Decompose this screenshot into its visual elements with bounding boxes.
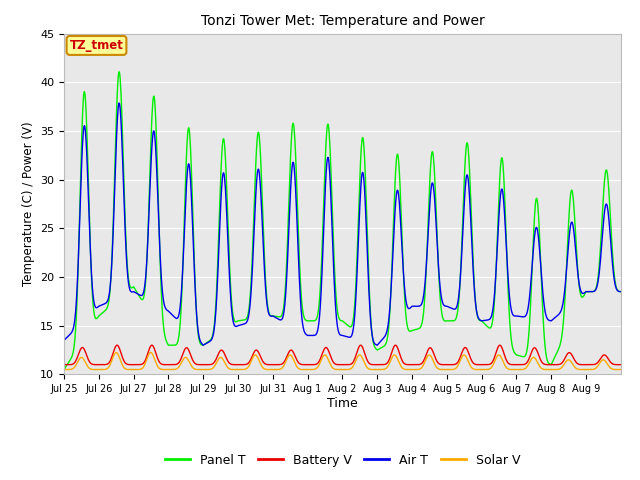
Panel T xyxy=(328,194,336,200)
Solar V xyxy=(317,357,325,362)
Solar V xyxy=(616,367,624,372)
Battery V xyxy=(474,362,482,368)
Battery V xyxy=(610,361,618,367)
Battery V xyxy=(60,362,68,368)
Air T xyxy=(115,100,123,106)
Battery V xyxy=(616,362,624,368)
Panel T xyxy=(60,367,68,372)
Solar V xyxy=(328,364,336,370)
Air T xyxy=(474,314,482,320)
Legend: Panel T, Battery V, Air T, Solar V: Panel T, Battery V, Air T, Solar V xyxy=(160,449,525,472)
Solar V xyxy=(474,367,481,372)
Battery V xyxy=(328,358,336,363)
Air T xyxy=(60,337,68,343)
Solar V xyxy=(610,367,618,372)
Air T xyxy=(373,342,381,348)
Solar V xyxy=(147,349,154,355)
Panel T xyxy=(474,314,481,320)
Battery V xyxy=(556,361,563,367)
Panel T xyxy=(148,128,156,133)
Solar V xyxy=(556,366,563,372)
Panel T xyxy=(610,264,618,270)
Air T xyxy=(616,289,624,295)
Line: Solar V: Solar V xyxy=(64,352,620,370)
Air T xyxy=(148,154,156,159)
Air T xyxy=(328,220,336,226)
X-axis label: Time: Time xyxy=(327,397,358,410)
Line: Battery V: Battery V xyxy=(64,345,620,365)
Line: Air T: Air T xyxy=(64,103,620,345)
Solar V xyxy=(148,350,156,356)
Air T xyxy=(610,274,618,280)
Solar V xyxy=(60,367,68,372)
Battery V xyxy=(113,342,121,348)
Battery V xyxy=(148,342,156,348)
Air T xyxy=(556,311,563,316)
Y-axis label: Temperature (C) / Power (V): Temperature (C) / Power (V) xyxy=(22,122,35,286)
Panel T xyxy=(317,264,325,269)
Line: Panel T: Panel T xyxy=(64,72,620,370)
Text: TZ_tmet: TZ_tmet xyxy=(70,39,124,52)
Battery V xyxy=(61,362,68,368)
Panel T xyxy=(556,345,563,350)
Title: Tonzi Tower Met: Temperature and Power: Tonzi Tower Met: Temperature and Power xyxy=(200,14,484,28)
Battery V xyxy=(318,352,326,358)
Panel T xyxy=(115,69,123,74)
Air T xyxy=(317,284,325,289)
Panel T xyxy=(616,289,624,295)
